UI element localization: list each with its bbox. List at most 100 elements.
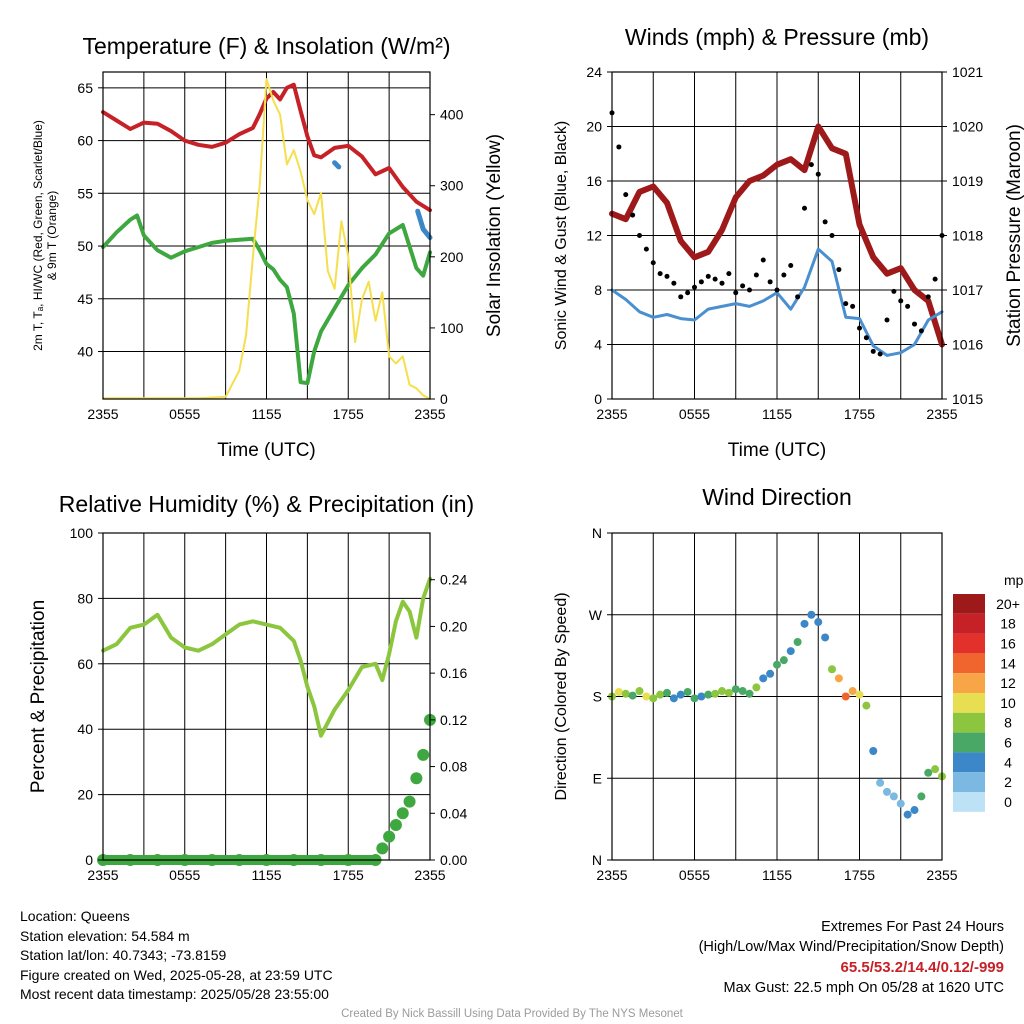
direction-point [910, 806, 919, 815]
y-tick-label: 45 [77, 291, 93, 307]
location-text: Location: Queens [20, 908, 130, 924]
colorbar-label: 4 [1004, 754, 1012, 770]
colorbar-label: 14 [1000, 655, 1016, 671]
direction-point [855, 690, 864, 699]
x-tick-label: 1755 [844, 867, 875, 883]
y-tick-label: S [593, 689, 602, 705]
gust-point [857, 325, 862, 331]
x-tick-label: 1155 [251, 867, 281, 883]
direction-point [642, 692, 651, 701]
colorbar-label: 18 [1000, 616, 1016, 632]
direction-point [635, 687, 644, 696]
direction-point [649, 694, 658, 703]
gust-point [630, 212, 636, 218]
direction-point [773, 660, 781, 669]
direction-point [697, 692, 706, 701]
gust-point [884, 317, 890, 323]
x-tick-label: 1155 [762, 867, 792, 883]
series-line [610, 247, 944, 357]
y-tick-label: 20 [77, 787, 93, 803]
x-tick-label: 1155 [251, 406, 281, 422]
direction-point [718, 687, 726, 696]
colorbar-swatch [953, 653, 985, 674]
y2-tick-label: 0.00 [440, 852, 467, 868]
series-line [102, 78, 431, 400]
x-tick-label: 1755 [333, 867, 364, 883]
precip-point [417, 748, 430, 761]
direction-point [807, 610, 816, 619]
y-tick-label: 24 [586, 64, 602, 80]
direction-point [704, 690, 713, 699]
y2-tick-label: 1019 [952, 173, 983, 189]
y2-tick-label: 1018 [952, 228, 983, 244]
direction-point [766, 669, 775, 678]
chart-title: Relative Humidity (%) & Precipitation (i… [59, 491, 474, 517]
chart-title: Wind Direction [702, 484, 852, 510]
colorbar-swatch [953, 693, 985, 713]
colorbar-label: 8 [1004, 715, 1012, 731]
colorbar-swatch [953, 752, 985, 773]
gust-point [808, 162, 814, 168]
colorbar-label: 6 [1004, 735, 1012, 751]
gust-point [932, 276, 938, 282]
gust-point [616, 144, 622, 150]
colorbar-swatch [953, 732, 985, 753]
y-tick-label: N [592, 852, 602, 868]
direction-point [656, 690, 665, 699]
gust-point [822, 219, 828, 225]
extremes-info: Extremes For Past 24 Hours (High/Low/Max… [699, 917, 1004, 999]
y-axis-label: Direction (Colored By Speed) [553, 592, 570, 800]
y2-tick-label: 1020 [952, 119, 983, 135]
gust-point [712, 276, 718, 282]
y-axis-label: 2m T, Tₐ, HI/WC (Red, Green, Scarlet/Blu… [31, 120, 45, 351]
gust-point [657, 271, 663, 277]
y-tick-label: N [592, 525, 602, 541]
gust-point [829, 233, 835, 238]
y-tick-label: 0 [594, 391, 602, 407]
y2-tick-label: 1015 [952, 391, 983, 407]
y-tick-label: 0 [85, 852, 93, 868]
y-axis-label: & 9m T (Orange) [45, 191, 59, 281]
extremes-legend: (High/Low/Max Wind/Precipitation/Snow De… [698, 939, 1004, 956]
direction-point [676, 690, 685, 699]
y-tick-label: 16 [586, 173, 602, 189]
precip-point [410, 772, 423, 785]
direction-point [876, 778, 885, 787]
direction-point [931, 765, 940, 774]
direction-point [821, 633, 830, 642]
y2-tick-label: 0.16 [440, 665, 467, 681]
gust-point [740, 283, 746, 289]
y-tick-label: 4 [594, 337, 602, 353]
y-tick-label: 12 [586, 228, 602, 244]
y-tick-label: 80 [77, 590, 93, 606]
y-axis-label: Percent & Precipitation [28, 600, 49, 793]
gust-point [671, 280, 677, 286]
y2-tick-label: 1021 [952, 64, 983, 80]
chart-title: Temperature (F) & Insolation (W/m²) [82, 33, 450, 59]
direction-point [834, 674, 843, 683]
gust-point [815, 171, 821, 177]
y-tick-label: 65 [77, 80, 93, 96]
x-tick-label: 2355 [87, 867, 118, 883]
gust-point [698, 279, 704, 285]
y2-tick-label: 100 [440, 320, 464, 336]
y-axis-label: Sonic Wind & Gust (Blue, Black) [553, 121, 570, 350]
colorbar-unit: mph [1004, 572, 1024, 588]
credit-text: Created By Nick Bassill Using Data Provi… [341, 1008, 683, 1020]
y2-tick-label: 0.24 [440, 572, 467, 588]
x-tick-label: 1755 [844, 406, 875, 422]
elevation-text: Station elevation: 54.584 m [20, 927, 190, 944]
colorbar-swatch [953, 673, 985, 693]
x-tick-label: 2355 [926, 406, 957, 422]
y-tick-label: 40 [77, 721, 93, 737]
direction-point [752, 683, 761, 692]
plot-frame [102, 532, 431, 861]
direction-point [814, 618, 823, 627]
recent-text: Most recent data timestamp: 2025/05/28 2… [20, 986, 329, 1003]
gust-point [650, 260, 656, 266]
y-tick-label: 50 [77, 238, 93, 254]
colorbar-swatch [953, 613, 985, 634]
created-text: Figure created on Wed, 2025-05-28, at 23… [20, 966, 333, 983]
direction-point [786, 647, 795, 656]
max-gust-text: Max Gust: 22.5 mph On 05/28 at 1620 UTC [723, 980, 1004, 997]
